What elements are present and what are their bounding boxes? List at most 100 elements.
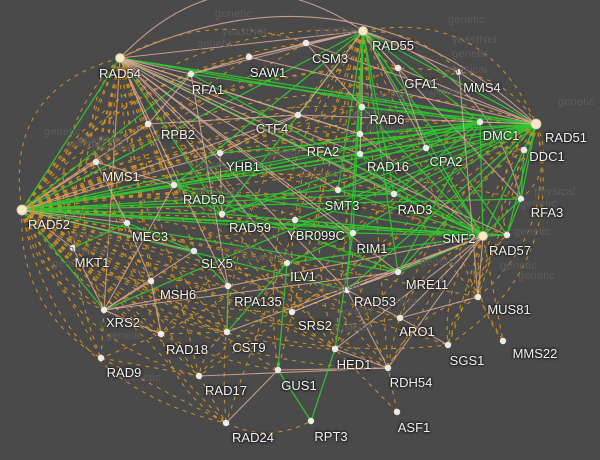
graph-edge[interactable]: [520, 123, 545, 200]
graph-edge[interactable]: [516, 149, 525, 200]
graph-edge[interactable]: [473, 235, 484, 298]
graph-edge[interactable]: [294, 123, 537, 221]
graph-edge[interactable]: [21, 30, 364, 211]
graph-node[interactable]: [396, 314, 404, 322]
graph-edge[interactable]: [447, 296, 479, 346]
graph-edge[interactable]: [119, 57, 348, 291]
graph-edge[interactable]: [286, 232, 354, 264]
graph-edge[interactable]: [21, 209, 484, 237]
graph-node[interactable]: [157, 330, 165, 338]
graph-edge[interactable]: [458, 71, 479, 298]
graph-edge[interactable]: [506, 198, 522, 236]
graph-edge[interactable]: [334, 348, 389, 369]
graph-node[interactable]: [144, 120, 152, 128]
graph-edge[interactable]: [477, 234, 508, 298]
graph-edge[interactable]: [458, 71, 537, 125]
graph-node[interactable]: [307, 417, 315, 425]
graph-edge[interactable]: [108, 57, 162, 335]
graph-edge[interactable]: [359, 123, 537, 155]
graph-edge[interactable]: [359, 153, 395, 195]
graph-edge[interactable]: [21, 209, 279, 371]
graph-node[interactable]: [444, 341, 452, 349]
graph-node[interactable]: [530, 118, 542, 130]
graph-edge[interactable]: [190, 73, 229, 287]
graph-edge[interactable]: [21, 209, 200, 377]
graph-node[interactable]: [334, 186, 342, 194]
graph-edge[interactable]: [520, 149, 525, 200]
graph-edge[interactable]: [387, 235, 484, 369]
graph-edge[interactable]: [397, 121, 481, 273]
graph-node[interactable]: [16, 204, 28, 216]
graph-edge[interactable]: [310, 348, 336, 422]
graph-edge[interactable]: [190, 73, 484, 237]
graph-edge[interactable]: [21, 147, 427, 211]
graph-edge[interactable]: [305, 42, 363, 108]
graph-edge[interactable]: [337, 189, 395, 195]
graph-edge[interactable]: [21, 209, 227, 424]
graph-edge[interactable]: [346, 271, 399, 291]
graph-edge[interactable]: [21, 189, 339, 211]
graph-edge[interactable]: [72, 247, 105, 311]
graph-edge[interactable]: [173, 184, 484, 237]
graph-edge[interactable]: [219, 114, 299, 154]
graph-edge[interactable]: [119, 57, 229, 287]
graph-edge[interactable]: [21, 123, 149, 211]
graph-edge[interactable]: [119, 57, 293, 313]
graph-edge[interactable]: [119, 57, 537, 125]
graph-edge[interactable]: [359, 106, 363, 155]
graph-edge[interactable]: [21, 209, 399, 273]
graph-edge[interactable]: [21, 198, 522, 211]
graph-edge[interactable]: [477, 235, 504, 342]
graph-edge[interactable]: [482, 198, 522, 237]
graph-edge[interactable]: [290, 30, 364, 313]
graph-edge[interactable]: [425, 123, 537, 149]
graph-edge[interactable]: [21, 209, 288, 264]
graph-edge[interactable]: [362, 30, 399, 69]
graph-edge[interactable]: [21, 114, 299, 211]
graph-edge[interactable]: [73, 57, 121, 359]
graph-node[interactable]: [222, 419, 230, 427]
graph-edge[interactable]: [21, 105, 363, 211]
graph-edge[interactable]: [277, 262, 288, 371]
graph-edge[interactable]: [447, 235, 484, 346]
graph-edge[interactable]: [119, 57, 162, 335]
graph-edge[interactable]: [21, 71, 460, 211]
graph-edge[interactable]: [160, 123, 537, 335]
graph-node[interactable]: [331, 345, 339, 353]
graph-edge[interactable]: [21, 209, 105, 311]
graph-edge[interactable]: [119, 57, 395, 195]
graph-node[interactable]: [358, 103, 366, 111]
graph-node[interactable]: [358, 26, 368, 36]
graph-edge[interactable]: [219, 152, 223, 215]
graph-edge[interactable]: [119, 57, 228, 333]
graph-edge[interactable]: [362, 30, 399, 69]
graph-edge[interactable]: [21, 209, 293, 313]
graph-edge[interactable]: [458, 71, 537, 125]
graph-edge[interactable]: [21, 152, 221, 211]
graph-edge[interactable]: [297, 114, 537, 125]
graph-edge[interactable]: [362, 30, 537, 125]
graph-edge[interactable]: [362, 30, 479, 298]
graph-edge[interactable]: [248, 42, 307, 58]
graph-edge[interactable]: [397, 123, 537, 273]
graph-edge[interactable]: [147, 114, 299, 125]
graph-edge[interactable]: [103, 285, 229, 311]
graph-edge[interactable]: [21, 209, 336, 350]
graph-node[interactable]: [384, 364, 392, 372]
graph-edge[interactable]: [173, 184, 399, 273]
graph-edge[interactable]: [361, 106, 537, 125]
graph-edge[interactable]: [399, 235, 484, 319]
graph-edge[interactable]: [387, 296, 479, 369]
graph-node[interactable]: [100, 306, 108, 314]
graph-edge[interactable]: [362, 30, 481, 123]
graph-edge[interactable]: [361, 106, 481, 123]
graph-edge[interactable]: [21, 209, 102, 359]
graph-edge[interactable]: [221, 121, 481, 215]
graph-edge[interactable]: [21, 209, 296, 221]
graph-edge[interactable]: [21, 209, 195, 252]
graph-edge[interactable]: [294, 219, 484, 237]
graph-edge[interactable]: [126, 222, 152, 282]
graph-node[interactable]: [190, 247, 198, 255]
graph-node[interactable]: [294, 111, 302, 119]
graph-edge[interactable]: [72, 222, 128, 249]
